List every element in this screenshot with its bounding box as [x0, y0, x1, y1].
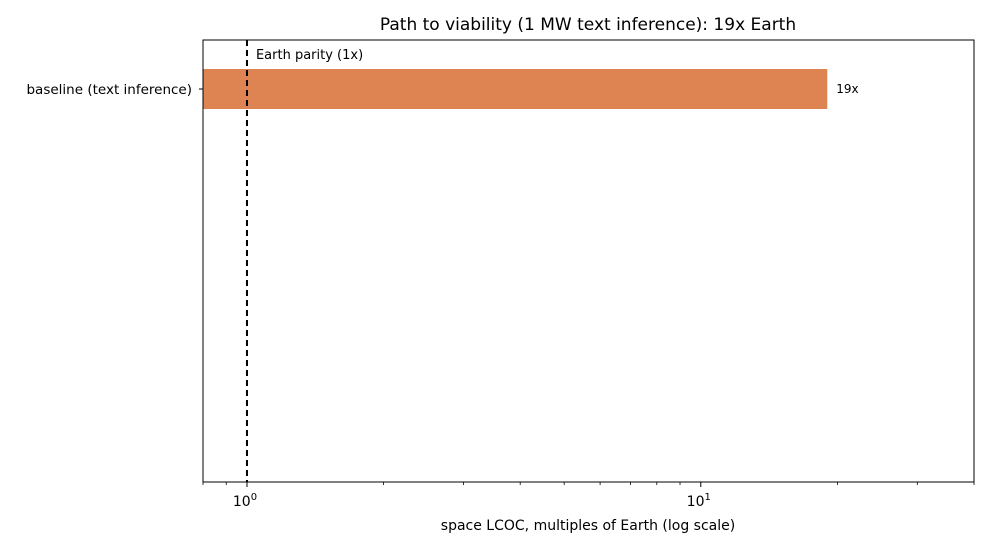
- chart-title: Path to viability (1 MW text inference):…: [380, 15, 796, 35]
- plot-area: 19x Earth parity (1x): [203, 40, 859, 482]
- x-axis: baseline (text inference) 100 101: [26, 82, 975, 510]
- category-label: baseline (text inference): [26, 82, 192, 98]
- plot-frame: [202, 39, 975, 483]
- reference-line-label: Earth parity (1x): [256, 48, 363, 63]
- x-axis-label: space LCOC, multiples of Earth (log scal…: [441, 518, 735, 534]
- x-tick-label: 101: [687, 492, 711, 510]
- bar: [203, 69, 828, 109]
- data-label: 19x: [836, 82, 858, 96]
- x-tick-label: 100: [233, 492, 257, 510]
